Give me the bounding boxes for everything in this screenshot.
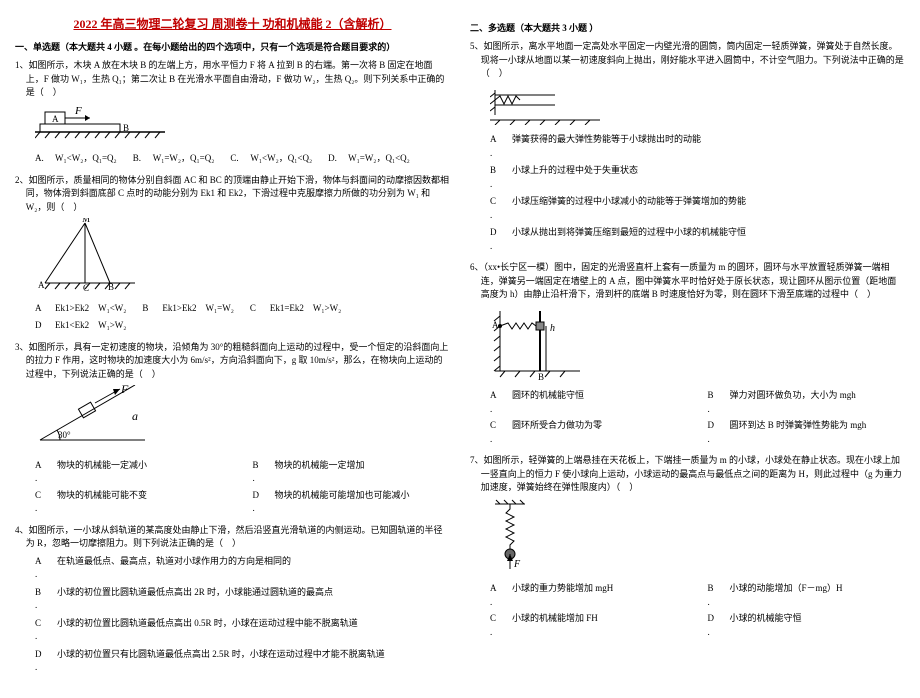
opt-d: D.: [708, 419, 720, 446]
svg-text:M: M: [82, 218, 90, 224]
opt-b: B.: [133, 152, 145, 166]
opt-c: C.: [490, 195, 502, 222]
question-5: 5、如图所示，离水平地面一定高处水平固定一内壁光滑的圆筒，筒内固定一轻质弹簧，弹…: [470, 40, 905, 253]
opt-c: C.: [230, 152, 242, 166]
opt-a: A: [35, 302, 47, 316]
opt-b: B.: [490, 164, 502, 191]
opt-d: D.: [35, 648, 47, 675]
opt-c: C: [250, 302, 262, 316]
opt-a: A.: [35, 459, 47, 486]
opt-d: D.: [253, 489, 265, 516]
q5-options: A.弹簧获得的最大弹性势能等于小球抛出时的动能 B.小球上升的过程中处于失重状态…: [470, 133, 905, 253]
opt-d: D.: [328, 152, 340, 166]
question-1: 1、如图所示，木块 A 放在木块 B 的左端上方，用水平恒力 F 将 A 拉到 …: [15, 59, 450, 166]
q1-text: 1、如图所示，木块 A 放在木块 B 的左端上方，用水平恒力 F 将 A 拉到 …: [15, 59, 450, 100]
q6-text: 6、（xx•长宁区一模）图中，固定的光滑竖直杆上套有一质量为 m 的圆环，圆环与…: [470, 261, 905, 302]
svg-text:a: a: [132, 409, 138, 423]
opt-a: A.: [490, 582, 502, 609]
svg-text:F: F: [74, 105, 82, 117]
q2-options: AEk1>Ek2 W₁<W₂ BEk1>Ek2 W₁=W₂ CEk1=Ek2 W…: [35, 302, 450, 333]
opt-d: D.: [708, 612, 720, 639]
svg-text:A: A: [52, 114, 59, 124]
question-7: 7、如图所示，轻弹簧的上端悬挂在天花板上，下端挂一质量为 m 的小球，小球处在静…: [470, 454, 905, 639]
q4-text: 4、如图所示，一小球从斜轨道的某高度处由静止下滑，然后沿竖直光滑轨道的内侧运动。…: [15, 524, 450, 551]
q7-figure: F: [490, 499, 905, 579]
left-column: 2022 年高三物理二轮复习 周测卷十 功和机械能 2（含解析） 一、单选题（本…: [15, 15, 450, 683]
svg-text:A: A: [492, 320, 499, 330]
page-title: 2022 年高三物理二轮复习 周测卷十 功和机械能 2（含解析）: [15, 15, 450, 32]
opt-b: B.: [253, 459, 265, 486]
q5-figure: [490, 85, 905, 130]
q6-options: A.圆环的机械能守恒 B.弹力对圆环做负功，大小为 mgh C.圆环所受合力做功…: [490, 389, 905, 446]
svg-text:F: F: [120, 385, 129, 396]
svg-text:h: h: [550, 323, 555, 334]
q7-text: 7、如图所示，轻弹簧的上端悬挂在天花板上，下端挂一质量为 m 的小球，小球处在静…: [470, 454, 905, 495]
q3-figure: F a 30°: [35, 385, 450, 455]
opt-a: A.: [35, 152, 47, 166]
opt-b: B: [142, 302, 154, 316]
svg-text:B: B: [538, 372, 544, 381]
opt-a: A.: [35, 555, 47, 582]
opt-c: C.: [35, 617, 47, 644]
q2-figure: A M B C: [35, 218, 450, 298]
opt-c: C.: [490, 419, 502, 446]
q5-text: 5、如图所示，离水平地面一定高处水平固定一内壁光滑的圆筒，筒内固定一轻质弹簧，弹…: [470, 40, 905, 81]
opt-b: B.: [35, 586, 47, 613]
q7-options: A.小球的重力势能增加 mgH B.小球的动能增加（F－mg）H C.小球的机械…: [490, 582, 905, 639]
q4-options: A.在轨道最低点、最高点，轨道对小球作用力的方向是相同的 B.小球的初位置比圆轨…: [15, 555, 450, 675]
svg-text:B: B: [108, 282, 114, 292]
question-2: 2、如图所示，质量相同的物体分别自斜面 AC 和 BC 的顶端由静止开始下滑，物…: [15, 174, 450, 333]
opt-d: D.: [490, 226, 502, 253]
q2-text: 2、如图所示，质量相同的物体分别自斜面 AC 和 BC 的顶端由静止开始下滑，物…: [15, 174, 450, 215]
opt-a: A.: [490, 389, 502, 416]
svg-text:30°: 30°: [58, 430, 71, 440]
q1-options: A.W₁<W₂，Q₁=Q₂ B.W₁=W₂，Q₁=Q₂ C.W₁<W₂，Q₁<Q…: [35, 152, 450, 166]
section-2-head: 二、多选题（本大题共 3 小题 ）: [470, 21, 905, 34]
q3-text: 3、如图所示，具有一定初速度的物块，沿倾角为 30°的粗糙斜面向上运动的过程中，…: [15, 341, 450, 382]
q3-options: A.物块的机械能一定减小 B.物块的机械能一定增加 C.物块的机械能可能不变 D…: [35, 459, 450, 516]
opt-d: D: [35, 319, 47, 333]
question-4: 4、如图所示，一小球从斜轨道的某高度处由静止下滑，然后沿竖直光滑轨道的内侧运动。…: [15, 524, 450, 675]
svg-text:A: A: [38, 280, 45, 290]
opt-c: C.: [35, 489, 47, 516]
opt-a: A.: [490, 133, 502, 160]
section-1-head: 一、单选题（本大题共 4 小题 。在每小题给出的四个选项中，只有一个选项是符合题…: [15, 40, 450, 53]
q6-figure: A h B: [490, 306, 905, 386]
right-column: 二、多选题（本大题共 3 小题 ） 5、如图所示，离水平地面一定高处水平固定一内…: [470, 15, 905, 683]
opt-b: B.: [708, 389, 720, 416]
svg-text:F: F: [513, 559, 521, 570]
opt-b: B.: [708, 582, 720, 609]
question-3: 3、如图所示，具有一定初速度的物块，沿倾角为 30°的粗糙斜面向上运动的过程中，…: [15, 341, 450, 516]
opt-c: C.: [490, 612, 502, 639]
q1-figure: A F B: [35, 104, 450, 149]
question-6: 6、（xx•长宁区一模）图中，固定的光滑竖直杆上套有一质量为 m 的圆环，圆环与…: [470, 261, 905, 446]
